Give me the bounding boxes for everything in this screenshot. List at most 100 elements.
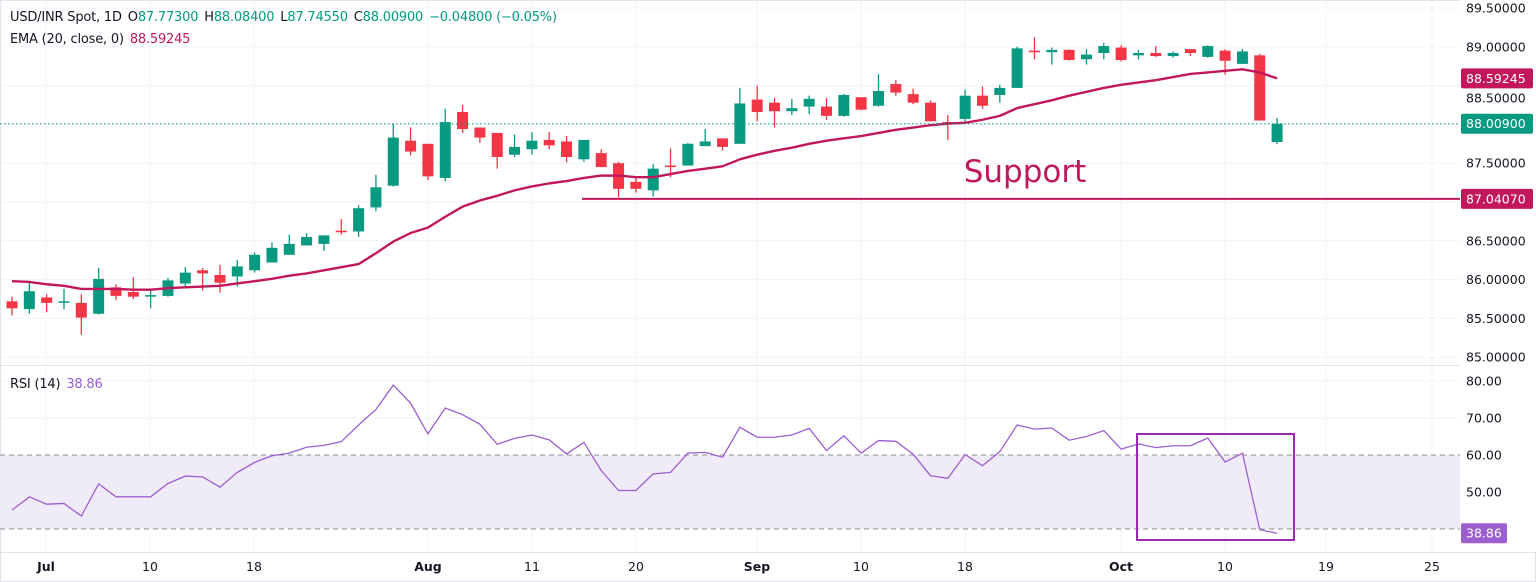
candle bbox=[561, 136, 573, 163]
candle bbox=[335, 219, 347, 235]
candle-body bbox=[769, 102, 781, 112]
candle-body bbox=[630, 181, 642, 189]
candle bbox=[491, 132, 503, 169]
change-value: −0.04800 (−0.05%) bbox=[429, 10, 557, 25]
candle bbox=[890, 80, 902, 96]
time-tick-label: 11 bbox=[524, 559, 540, 574]
time-tick-label: 25 bbox=[1424, 559, 1440, 574]
open-value: 87.77300 bbox=[137, 10, 199, 25]
candle-body bbox=[734, 103, 746, 144]
candle-body bbox=[318, 235, 330, 244]
candle-body bbox=[1115, 47, 1127, 60]
candle-body bbox=[1184, 49, 1196, 54]
rsi-axis[interactable]: 80.00 70.00 60.00 50.00 bbox=[1466, 374, 1502, 500]
candle-body bbox=[1219, 50, 1231, 61]
candle bbox=[23, 281, 35, 314]
candle-body bbox=[1098, 46, 1110, 54]
open-label: O bbox=[127, 10, 138, 25]
candle-body bbox=[665, 165, 677, 168]
time-axis[interactable]: Jul 10 18 Aug 11 20 Sep 10 18 Oct 10 19 25 bbox=[36, 559, 1440, 574]
ema-polyline bbox=[11, 68, 1278, 291]
candle-body bbox=[543, 139, 555, 146]
candle bbox=[630, 177, 642, 193]
candle bbox=[1046, 47, 1058, 65]
candle-body bbox=[353, 208, 365, 232]
candle bbox=[976, 86, 988, 109]
candle-body bbox=[561, 141, 573, 157]
time-tick-label: Sep bbox=[744, 559, 770, 574]
price-tick-label: 86.50000 bbox=[1466, 233, 1526, 248]
candle bbox=[6, 296, 18, 316]
candle bbox=[682, 143, 694, 166]
candle-body bbox=[491, 132, 503, 157]
rsi-tick-label: 70.00 bbox=[1466, 411, 1502, 426]
candle bbox=[1254, 53, 1266, 121]
candle bbox=[439, 108, 451, 182]
rsi-tick-label: 50.00 bbox=[1466, 485, 1502, 500]
candle bbox=[58, 288, 70, 310]
candle-body bbox=[249, 254, 261, 271]
candle bbox=[595, 149, 607, 168]
rsi-highlight-box bbox=[1136, 433, 1295, 541]
candle-body bbox=[41, 297, 53, 303]
candle bbox=[179, 267, 191, 287]
ema-legend[interactable]: EMA (20, close, 0) 88.59245 bbox=[10, 32, 196, 48]
candle-body bbox=[1080, 54, 1092, 60]
rsi-polyline bbox=[11, 384, 1278, 534]
candle bbox=[1098, 42, 1110, 60]
rsi-value-badge-bg bbox=[1461, 523, 1507, 544]
candle-body bbox=[214, 274, 226, 283]
price-axis[interactable]: 89.50000 89.00000 88.50000 87.50000 86.50000… bbox=[1460, 0, 1536, 552]
candle bbox=[301, 233, 313, 246]
candle bbox=[422, 143, 434, 181]
symbol-title[interactable]: USD/INR Spot, 1D bbox=[10, 10, 122, 25]
candle bbox=[41, 294, 53, 313]
candle-body bbox=[197, 270, 209, 274]
ema-price-badge-bg bbox=[1461, 68, 1533, 89]
support-price-badge-bg bbox=[1461, 188, 1533, 209]
price-badges: 88.59245 88.00900 87.04070 38.86 bbox=[1461, 68, 1533, 544]
candle bbox=[786, 98, 798, 116]
candle bbox=[959, 89, 971, 124]
candle-body bbox=[6, 301, 18, 309]
rsi-label: RSI (14) bbox=[10, 377, 61, 392]
candle bbox=[855, 97, 867, 111]
candle-body bbox=[578, 139, 590, 160]
candle-body bbox=[786, 108, 798, 112]
candle-body bbox=[855, 97, 867, 110]
candle-body bbox=[301, 236, 313, 246]
candle bbox=[803, 95, 815, 115]
candle-body bbox=[110, 287, 122, 296]
support-price-badge: 87.04070 bbox=[1466, 191, 1526, 206]
candle-body bbox=[1202, 46, 1214, 57]
candle-body bbox=[1028, 50, 1040, 53]
rsi-legend[interactable]: RSI (14) 38.86 bbox=[10, 377, 109, 393]
candle bbox=[699, 129, 711, 147]
price-tick-label: 88.50000 bbox=[1466, 90, 1526, 105]
candle bbox=[665, 148, 677, 178]
candle bbox=[769, 98, 781, 128]
candle-body bbox=[907, 94, 919, 103]
candle-body bbox=[405, 140, 417, 152]
time-tick-label: 19 bbox=[1318, 559, 1334, 574]
candle-body bbox=[75, 302, 87, 318]
candle-body bbox=[93, 278, 105, 314]
time-tick-label: 20 bbox=[628, 559, 644, 574]
candle-body bbox=[994, 87, 1006, 95]
candle bbox=[1236, 49, 1248, 64]
high-label: H bbox=[204, 10, 214, 25]
time-tick-label: 10 bbox=[1217, 559, 1233, 574]
candle bbox=[387, 123, 399, 187]
candle bbox=[924, 100, 936, 122]
high-value: 88.08400 bbox=[213, 10, 275, 25]
candle bbox=[1167, 51, 1179, 58]
last-price-badge: 88.00900 bbox=[1466, 116, 1526, 131]
candle bbox=[1063, 49, 1075, 61]
candle bbox=[838, 94, 850, 117]
candle-body bbox=[283, 243, 295, 255]
candle-body bbox=[595, 153, 607, 168]
ema-label: EMA (20, close, 0) bbox=[10, 32, 124, 47]
candle bbox=[821, 98, 833, 120]
symbol-legend: USD/INR Spot, 1D O87.77300 H88.08400 L87.74… bbox=[10, 10, 563, 26]
